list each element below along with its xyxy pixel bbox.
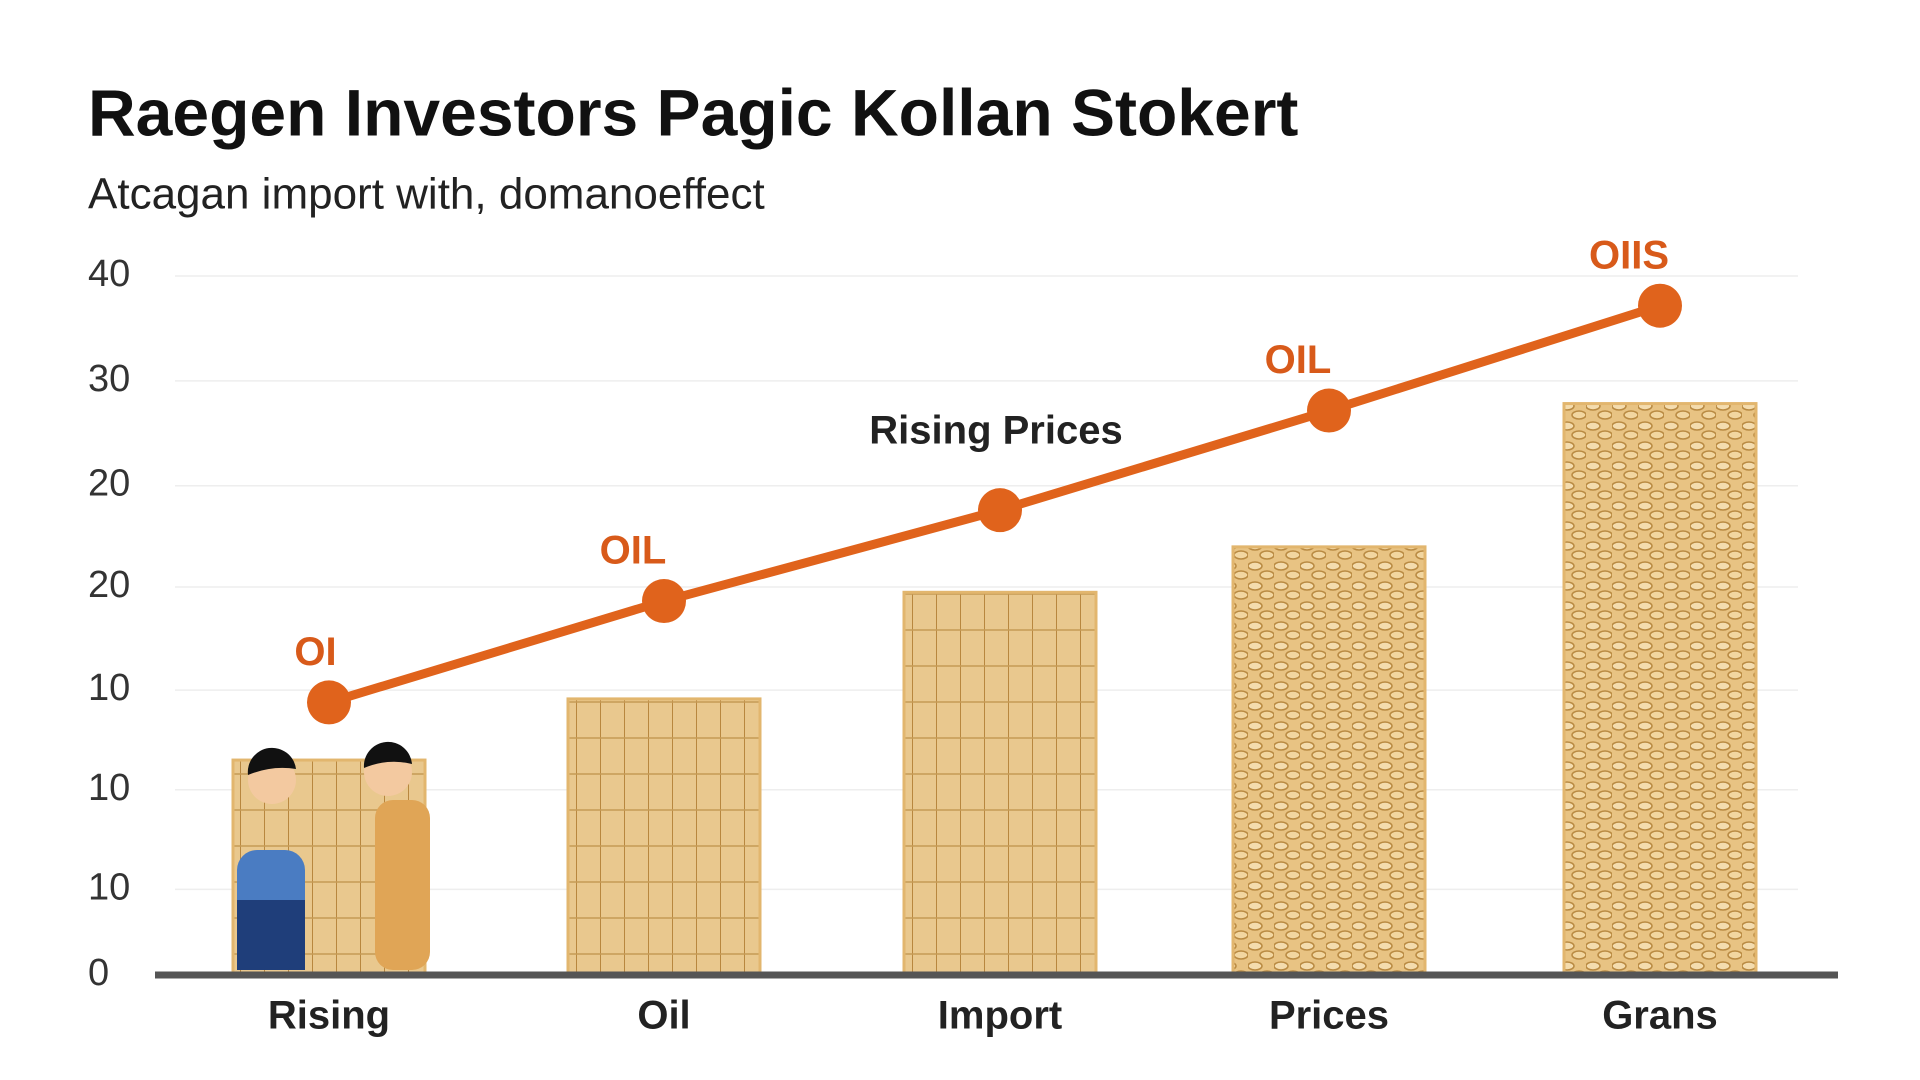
x-tick-label: Oil [637, 994, 690, 1038]
point-label: OIL [600, 529, 667, 573]
line-point [307, 680, 351, 725]
bar [1562, 402, 1758, 977]
annotation: Rising Prices [869, 409, 1122, 453]
illustration [237, 900, 305, 970]
x-tick-label: Rising [268, 994, 390, 1038]
chart-title: Raegen Investors Pagic Kollan Stokert [88, 75, 1298, 149]
y-tick-label: 0 [88, 952, 109, 994]
line-point [1307, 388, 1351, 433]
point-label: OIIS [1589, 233, 1669, 277]
bar [566, 697, 762, 977]
y-tick-label: 10 [88, 767, 130, 809]
point-label: OIL [1265, 338, 1332, 382]
y-tick-label: 20 [88, 463, 130, 505]
line-point [642, 579, 686, 624]
line-point [978, 488, 1022, 533]
bar [902, 590, 1098, 977]
illustration [247, 747, 296, 775]
bar [1231, 545, 1427, 977]
point-label: OI [294, 630, 336, 674]
chart-subtitle: Atcagan import with, domanoeffect [88, 170, 765, 219]
y-tick-label: 40 [88, 253, 130, 295]
x-tick-label: Prices [1269, 994, 1389, 1038]
y-tick-label: 10 [88, 667, 130, 709]
x-tick-label: Grans [1602, 994, 1718, 1038]
y-tick-label: 20 [88, 564, 130, 606]
illustration [375, 800, 430, 970]
illustration [363, 741, 412, 768]
y-tick-label: 10 [88, 866, 130, 908]
y-tick-label: 30 [88, 358, 130, 400]
line-point [1638, 283, 1682, 328]
x-tick-label: Import [938, 994, 1062, 1038]
